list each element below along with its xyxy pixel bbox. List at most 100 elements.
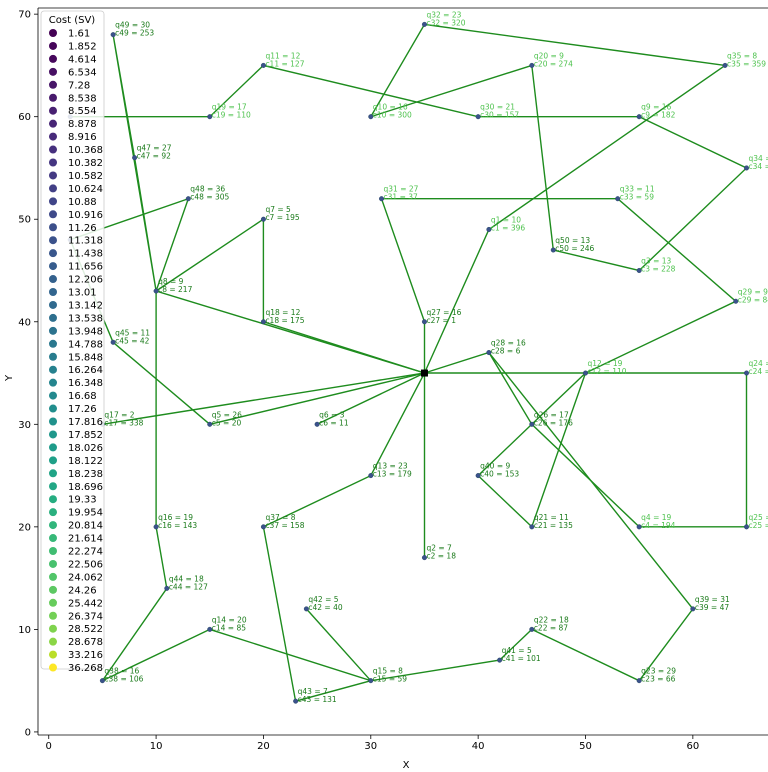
legend-entry-label: 17.26 — [68, 404, 97, 415]
node-cost-label: c30 = 157 — [480, 111, 519, 120]
node-cost-label: c2 = 18 — [426, 552, 456, 561]
node-cost-label: c17 = 338 — [104, 418, 143, 427]
legend-entry-label: 36.268 — [68, 663, 103, 674]
x-ticks: 0 10 20 30 40 50 60 — [46, 735, 699, 752]
node-demand-label: q18 = 12 — [265, 308, 300, 317]
legend-swatch — [49, 521, 57, 530]
node-cost-label: c4 = 194 — [641, 521, 675, 530]
node-demand-label: q25 = 6 — [749, 513, 768, 522]
legend-entry-label: 10.582 — [68, 171, 103, 182]
node-demand-label: q31 = 27 — [384, 185, 419, 194]
customer-node — [636, 678, 642, 684]
legend-swatch — [49, 313, 57, 322]
legend-swatch — [49, 288, 57, 296]
depot-marker — [420, 369, 428, 377]
customer-node — [303, 606, 309, 612]
legend-swatch — [49, 456, 57, 465]
customer-node — [421, 21, 427, 27]
x-tick-label: 60 — [686, 741, 699, 752]
customer-node — [744, 524, 750, 530]
legend-swatch — [49, 598, 57, 607]
legend-swatch — [49, 611, 57, 620]
node-demand-label: q45 = 11 — [115, 328, 150, 337]
node-cost-label: c42 = 40 — [308, 603, 342, 612]
legend-swatch — [49, 80, 57, 89]
legend-swatch — [49, 585, 57, 594]
node-cost-label: c13 = 179 — [373, 470, 412, 479]
node-demand-label: q34 = 1 — [749, 154, 768, 163]
node-demand-label: q37 = 8 — [265, 513, 295, 522]
node-demand-label: q49 = 30 — [115, 21, 150, 30]
node-cost-label: c18 = 175 — [265, 316, 304, 325]
legend-swatch — [49, 262, 57, 271]
x-tick-label: 20 — [257, 741, 270, 752]
node-demand-label: q28 = 16 — [491, 339, 526, 348]
node-demand-label: q22 = 18 — [534, 615, 569, 624]
node-demand-label: q50 = 13 — [555, 236, 590, 245]
customer-node — [615, 196, 621, 202]
customer-node — [153, 288, 159, 294]
node-cost-label: c28 = 6 — [491, 347, 521, 356]
node-cost-label: c32 = 320 — [426, 18, 465, 27]
legend-entries: 1.611.852 4.614 6.534 7.28 8.538 8.554 8.878 8.… — [49, 29, 103, 674]
customer-node — [529, 62, 535, 68]
customer-node — [475, 114, 481, 120]
legend-entry-label: 12.206 — [68, 275, 103, 286]
customer-node — [185, 196, 191, 202]
legend-entry-label: 11.438 — [68, 249, 103, 260]
node-demand-label: q1 = 10 — [491, 215, 521, 224]
legend-swatch — [49, 378, 57, 387]
legend-swatch — [49, 197, 57, 206]
legend-entry-label: 17.816 — [68, 417, 103, 428]
node-demand-label: q26 = 17 — [534, 410, 569, 419]
node-demand-label: q9 = 16 — [641, 103, 671, 112]
node-cost-label: c49 = 253 — [115, 29, 154, 38]
node-cost-label: c31 = 37 — [384, 193, 418, 202]
legend-swatch — [49, 223, 57, 232]
legend-entry-label: 18.026 — [68, 443, 103, 454]
legend-entry-label: 10.916 — [68, 210, 103, 221]
legend-swatch — [49, 67, 57, 76]
customer-node — [293, 698, 299, 704]
customer-node — [314, 421, 320, 427]
legend-swatch — [49, 326, 57, 335]
node-cost-label: c33 = 59 — [620, 193, 654, 202]
node-cost-label: c5 = 20 — [212, 418, 242, 427]
legend-entry-label: 16.264 — [68, 365, 103, 376]
legend-swatch — [49, 210, 57, 219]
node-demand-label: q32 = 23 — [426, 10, 461, 19]
node-demand-label: q38 = 16 — [104, 667, 139, 676]
legend-swatch — [49, 184, 57, 193]
y-tick-label: 60 — [18, 112, 31, 123]
legend-entry-label: 8.554 — [68, 106, 97, 117]
legend-swatch — [49, 29, 57, 37]
node-demand-label: q4 = 19 — [641, 513, 671, 522]
legend-swatch — [49, 482, 57, 491]
node-demand-label: q11 = 12 — [265, 51, 300, 60]
y-tick-label: 30 — [18, 420, 31, 431]
legend-swatch — [49, 352, 57, 361]
node-cost-label: c44 = 127 — [169, 582, 208, 591]
node-cost-label: c7 = 195 — [265, 213, 299, 222]
route-line — [380, 197, 738, 529]
legend-entry-label: 1.61 — [68, 29, 90, 40]
customer-node — [368, 473, 374, 479]
legend-swatch — [49, 365, 57, 374]
axes-layer: 0 10 20 30 40 50 60 0 10 20 30 40 50 60 70 X Y — [4, 7, 768, 771]
legend-entry-label: 10.382 — [68, 158, 103, 169]
route-line — [70, 23, 748, 374]
node-demand-label: q17 = 2 — [104, 410, 134, 419]
legend-entry-label: 19.954 — [68, 508, 103, 519]
customer-node — [636, 114, 642, 120]
legend-entry-label: 22.274 — [68, 547, 103, 558]
legend-swatch — [49, 495, 57, 504]
legend-swatch — [49, 171, 57, 180]
x-tick-label: 10 — [150, 741, 163, 752]
node-demand-label: q16 = 19 — [158, 513, 193, 522]
node-demand-label: q43 = 7 — [298, 687, 328, 696]
legend-swatch — [49, 508, 57, 517]
legend-swatch — [49, 663, 57, 672]
legend-swatch — [49, 54, 57, 63]
legend-swatch — [49, 417, 57, 426]
x-tick-label: 50 — [579, 741, 592, 752]
